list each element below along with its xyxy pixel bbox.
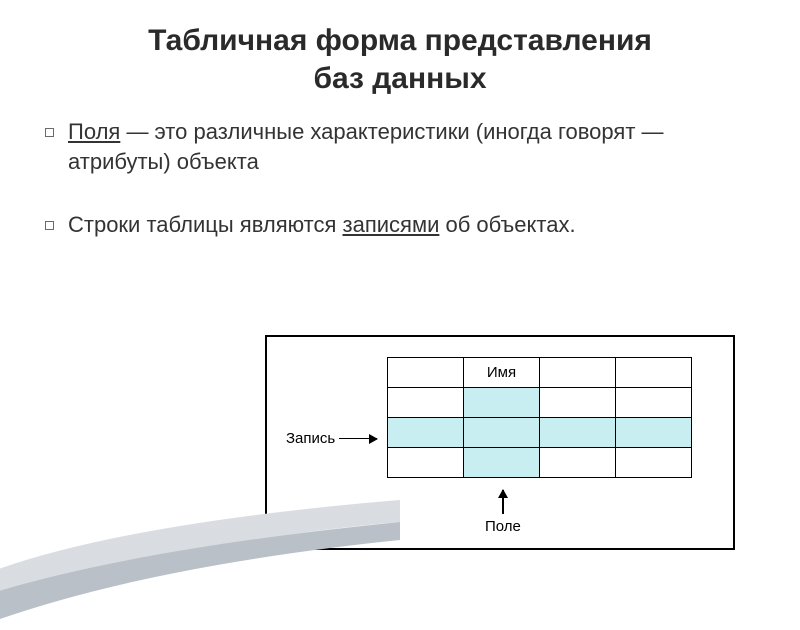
table-cell-highlight [464, 418, 540, 448]
bullet-marker-icon [45, 221, 54, 230]
table-row [388, 418, 692, 448]
table-cell [616, 358, 692, 388]
table-cell-highlight [616, 418, 692, 448]
diagram-frame: Запись Имя [265, 335, 735, 550]
table-row: Имя [388, 358, 692, 388]
table-cell [540, 448, 616, 478]
table-cell [388, 358, 464, 388]
label-field: Поле [485, 490, 521, 535]
bullet-1-text: Поля — это различные характеристики (ино… [68, 117, 740, 176]
table-cell-highlight [388, 418, 464, 448]
label-record-text: Запись [286, 430, 335, 447]
table-grid: Имя [387, 357, 692, 478]
table-cell-highlight [464, 448, 540, 478]
title-line-2: баз данных [313, 62, 486, 95]
table-cell [540, 388, 616, 418]
bullet-1: Поля — это различные характеристики (ино… [0, 111, 800, 182]
bullet-2-text: Строки таблицы являются записями об объе… [68, 210, 576, 240]
table-row [388, 448, 692, 478]
table-cell [616, 388, 692, 418]
bullet-2-pre: Строки таблицы являются [68, 212, 343, 237]
label-record: Запись [286, 430, 377, 447]
table-cell [540, 358, 616, 388]
diagram-grid: Запись Имя [287, 357, 717, 478]
table-cell-highlight [540, 418, 616, 448]
table-header-name: Имя [464, 358, 540, 388]
table-cell-highlight [464, 388, 540, 418]
table-cell [388, 388, 464, 418]
slide-title: Табличная форма представления баз данных [0, 0, 800, 111]
bullet-2: Строки таблицы являются записями об объе… [0, 204, 800, 246]
bullet-marker-icon [45, 128, 54, 137]
table-row [388, 388, 692, 418]
title-line-1: Табличная форма представления [148, 24, 652, 57]
bullet-2-post: об объектах. [439, 212, 575, 237]
bullet-1-rest: — это различные характеристики (иногда г… [68, 119, 664, 174]
arrow-right-icon [339, 438, 377, 440]
arrow-up-icon [502, 490, 504, 514]
label-field-text: Поле [485, 518, 521, 535]
bullet-1-term: Поля [68, 119, 120, 144]
bullet-2-term: записями [343, 212, 440, 237]
table-cell [388, 448, 464, 478]
table-cell [616, 448, 692, 478]
